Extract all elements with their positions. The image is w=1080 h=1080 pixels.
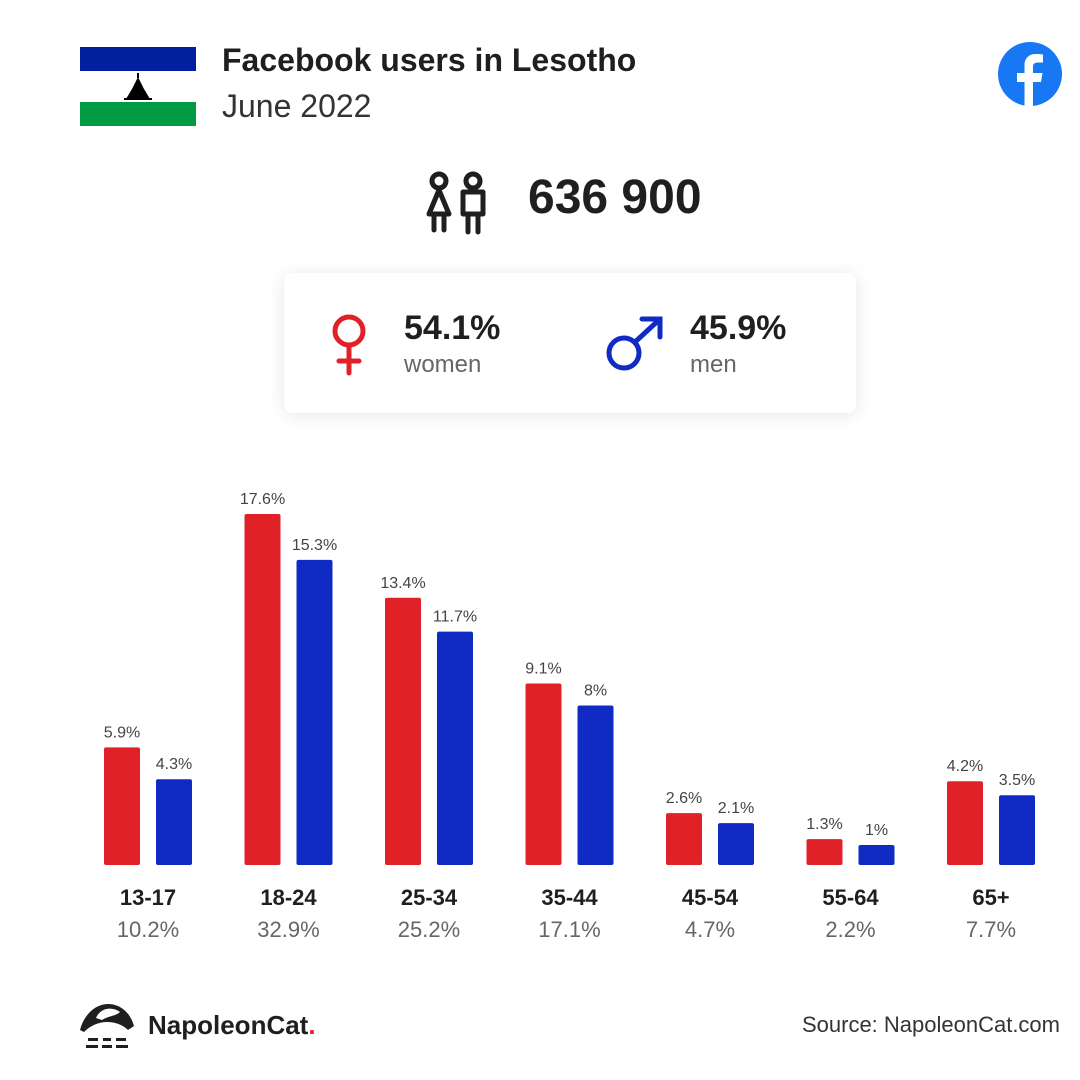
category-total-65+: 7.7% [966, 917, 1016, 942]
women-percentage: 54.1% [404, 309, 501, 347]
bar-men-13-17 [156, 779, 192, 865]
bar-men-35-44 [577, 705, 614, 865]
bar-men-25-34 [437, 631, 473, 865]
category-total-45-54: 4.7% [685, 917, 735, 942]
data-label-women-55-64: 1.3% [806, 816, 842, 833]
category-label-55-64: 55-64 [822, 885, 879, 910]
men-percentage: 45.9% [690, 309, 787, 347]
bar-women-18-24 [244, 514, 281, 865]
data-label-women-65+: 4.2% [947, 758, 983, 775]
brand-dot: . [308, 1010, 316, 1040]
category-label-35-44: 35-44 [541, 885, 598, 910]
category-total-55-64: 2.2% [825, 917, 875, 942]
category-label-65+: 65+ [972, 885, 1009, 910]
data-label-men-35-44: 8% [584, 682, 607, 699]
data-label-women-25-34: 13.4% [380, 575, 425, 592]
category-label-45-54: 45-54 [682, 885, 739, 910]
lesotho-flag-icon [80, 47, 196, 126]
data-label-men-25-34: 11.7% [433, 609, 477, 626]
bar-women-35-44 [525, 683, 562, 865]
category-label-13-17: 13-17 [120, 885, 176, 910]
male-symbol-icon [604, 315, 666, 373]
data-label-women-35-44: 9.1% [525, 661, 561, 678]
women-label: women [404, 351, 482, 378]
bar-women-55-64 [806, 839, 843, 865]
bar-men-18-24 [296, 559, 333, 865]
bar-men-45-54 [718, 823, 754, 865]
bar-men-65+ [999, 795, 1035, 865]
source-credit: Source: NapoleonCat.com [801, 1012, 1060, 1037]
data-label-men-13-17: 4.3% [156, 756, 192, 773]
gender-card: 54.1% women 45.9% men [284, 273, 856, 413]
brand-name-text: NapoleonCat [148, 1010, 309, 1040]
facebook-logo-icon [998, 42, 1062, 106]
people-icon [420, 170, 492, 238]
data-label-women-45-54: 2.6% [666, 790, 702, 807]
category-label-18-24: 18-24 [260, 885, 317, 910]
bar-men-55-64 [858, 845, 895, 865]
data-label-men-45-54: 2.1% [718, 800, 754, 817]
bar-women-65+ [947, 781, 983, 865]
total-users-count: 636 900 [528, 171, 702, 224]
age-gender-bar-chart: 5.9% 4.3% 13-17 10.2% 17.6% 15.3% 18-24 32.9% 13… [104, 491, 1035, 942]
napoleoncat-logo-icon [78, 1000, 136, 1050]
data-label-men-18-24: 15.3% [292, 537, 337, 554]
category-total-18-24: 32.9% [257, 917, 319, 942]
category-label-25-34: 25-34 [401, 885, 458, 910]
bar-women-13-17 [104, 747, 140, 865]
data-label-women-18-24: 17.6% [240, 491, 285, 508]
brand-name: NapoleonCat. [148, 1010, 316, 1041]
bar-women-25-34 [385, 597, 421, 865]
page-subtitle: June 2022 [222, 88, 372, 124]
men-label: men [690, 351, 737, 378]
female-symbol-icon [328, 313, 370, 377]
category-total-13-17: 10.2% [117, 917, 179, 942]
data-label-men-65+: 3.5% [999, 772, 1035, 789]
data-label-men-55-64: 1% [865, 822, 888, 839]
category-total-35-44: 17.1% [538, 917, 600, 942]
page-title: Facebook users in Lesotho [222, 42, 637, 78]
data-label-women-13-17: 5.9% [104, 724, 140, 741]
category-total-25-34: 25.2% [398, 917, 460, 942]
bar-women-45-54 [666, 813, 702, 865]
